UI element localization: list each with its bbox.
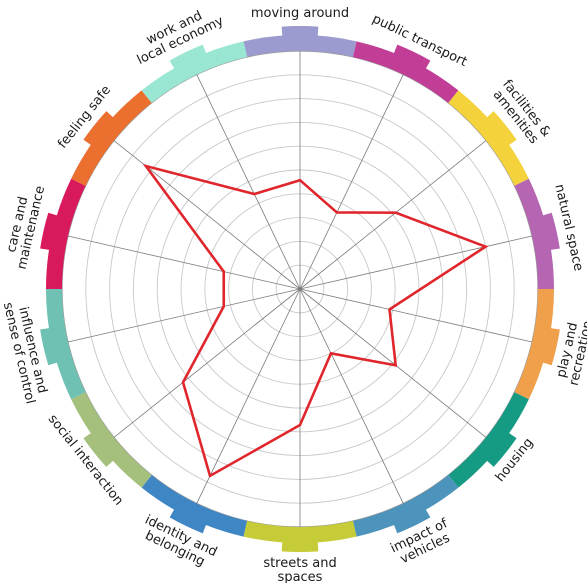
category-label-line: streets and [263,556,336,571]
category-label-line: spaces [278,570,323,583]
spoke-line [67,288,301,343]
band-segment [46,178,86,289]
band-tab [169,44,207,70]
band-segment [514,289,555,400]
category-label: moving around [251,6,349,21]
category-label: natural space [551,183,585,273]
band-segment [46,289,86,400]
band-segment [514,178,555,289]
spoke-line [299,288,404,504]
band-tab [542,212,560,251]
band-tab [486,432,517,467]
spoke-line [299,74,404,290]
band-segment [448,90,529,186]
band-tab [40,327,58,366]
spoke-line [299,288,533,343]
band-segment [141,41,248,103]
band-segment [243,35,357,57]
score-polygon-group [142,163,489,478]
spoke-line [196,74,301,290]
category-label-line: natural space [551,183,585,273]
band-tab [83,432,114,467]
band-segment [352,475,459,537]
category-label-line: moving around [251,6,349,21]
band-segment [141,475,248,537]
score-polygon [142,163,489,478]
band-tab [83,111,114,146]
band-segment [243,521,357,543]
spoke-line [299,140,487,290]
spoke-line [67,235,301,290]
band-tab [281,25,319,37]
band-tab [486,111,517,146]
spoke-line [196,288,301,504]
spoke-line [299,235,533,290]
spoke-line [113,140,301,290]
category-band [40,25,560,553]
spoke-line [299,288,487,438]
band-tab [169,508,207,534]
band-segment [71,90,152,186]
band-tab [40,212,58,251]
band-tab [393,508,431,534]
band-tab [281,541,319,553]
band-segment [71,392,152,488]
grid-spokes [67,51,533,527]
band-segment [448,392,529,488]
band-tab [542,327,560,366]
band-tab [393,44,431,70]
spoke-line [113,288,301,438]
band-segment [352,41,459,103]
